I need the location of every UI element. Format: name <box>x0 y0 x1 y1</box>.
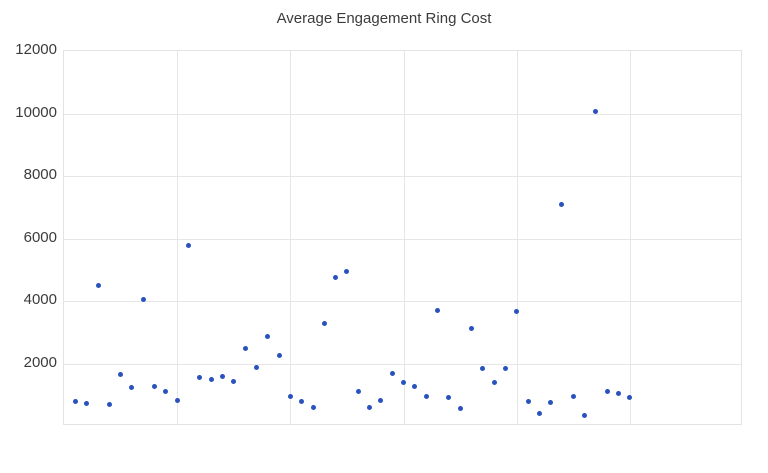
scatter-point <box>616 390 621 396</box>
scatter-point <box>536 411 542 416</box>
scatter-point <box>163 388 169 394</box>
scatter-point <box>287 393 293 399</box>
scatter-point <box>514 309 520 315</box>
scatter-point <box>570 393 576 399</box>
scatter-point <box>310 405 316 411</box>
gridline-horizontal <box>64 363 741 365</box>
scatter-point <box>378 397 384 403</box>
scatter-point <box>367 405 373 411</box>
scatter-point <box>604 388 610 394</box>
scatter-point <box>276 352 282 358</box>
y-axis-label: 12000 <box>15 41 57 58</box>
scatter-point <box>468 326 474 332</box>
scatter-point <box>457 406 463 411</box>
scatter-point <box>389 370 395 376</box>
scatter-point <box>344 269 350 275</box>
scatter-point <box>355 389 361 395</box>
scatter-point <box>197 375 203 381</box>
plot-area <box>63 50 742 425</box>
scatter-point <box>118 371 124 377</box>
scatter-point <box>219 374 225 380</box>
gridline-horizontal <box>64 238 741 240</box>
scatter-point <box>525 398 531 404</box>
scatter-point <box>502 366 508 372</box>
gridline-horizontal <box>64 176 741 177</box>
scatter-point <box>593 109 599 115</box>
scatter-point <box>95 282 101 288</box>
y-axis-label: 10000 <box>15 103 57 121</box>
scatter-point <box>186 242 191 248</box>
scatter-point <box>152 383 157 389</box>
gridline-horizontal <box>64 113 741 115</box>
scatter-point <box>129 385 135 391</box>
scatter-point <box>253 365 259 371</box>
scatter-point <box>321 320 327 326</box>
scatter-point <box>435 307 440 313</box>
scatter-point <box>106 401 112 407</box>
scatter-point <box>480 366 486 372</box>
scatter-point <box>627 395 633 401</box>
chart-title: Average Engagement Ring Cost <box>276 10 492 27</box>
scatter-point <box>242 345 248 351</box>
scatter-point <box>299 399 305 405</box>
y-axis-label: 8000 <box>23 166 57 183</box>
scatter-point <box>491 380 497 386</box>
scatter-point <box>412 384 418 390</box>
scatter-point <box>401 380 406 386</box>
scatter-point <box>548 399 554 405</box>
gridline-horizontal <box>64 301 741 302</box>
gridline-vertical <box>516 51 518 424</box>
scatter-point <box>72 398 78 404</box>
scatter-point <box>231 379 237 385</box>
gridline-vertical <box>629 51 631 424</box>
y-axis-label: 6000 <box>23 228 57 246</box>
scatter-point <box>559 201 565 207</box>
scatter-point <box>265 334 271 340</box>
gridline-vertical <box>403 51 405 424</box>
scatter-point <box>140 296 146 302</box>
y-axis-label: 2000 <box>23 353 57 371</box>
scatter-point <box>423 393 429 399</box>
scatter-point <box>84 400 90 406</box>
gridline-vertical <box>290 51 292 424</box>
scatter-point <box>446 395 452 401</box>
y-axis-label: 4000 <box>23 291 57 308</box>
gridline-vertical <box>177 51 179 424</box>
scatter-point <box>333 274 339 280</box>
scatter-point <box>174 397 180 403</box>
scatter-point <box>582 412 588 418</box>
scatter-point <box>208 376 214 382</box>
